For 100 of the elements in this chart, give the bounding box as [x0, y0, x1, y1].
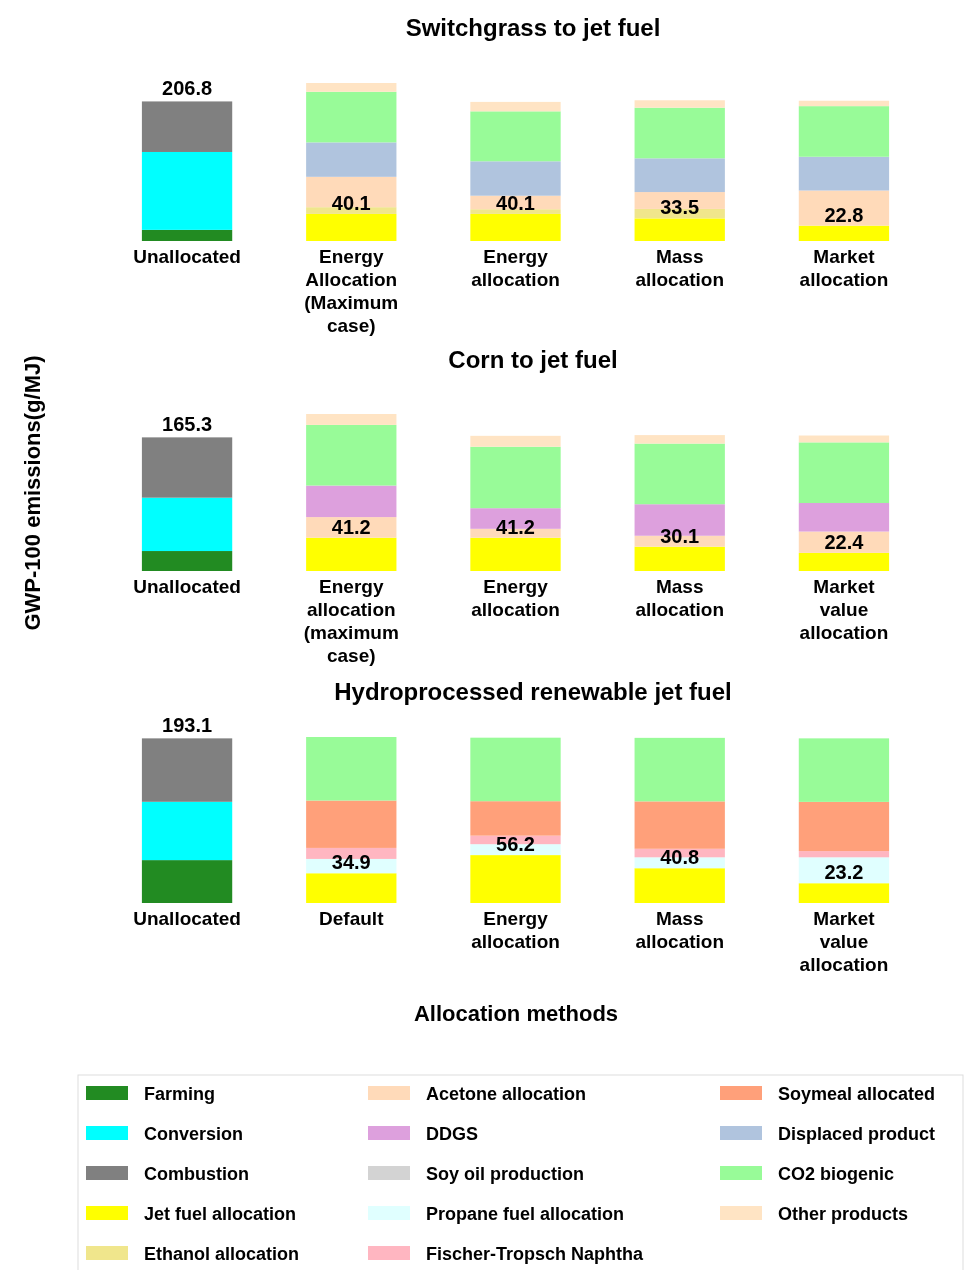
bar [634, 868, 725, 903]
bar [634, 435, 725, 444]
bar [306, 800, 397, 848]
legend-label: Ethanol allocation [144, 1244, 300, 1264]
bar [141, 860, 233, 903]
total-label: 206.8 [162, 77, 213, 100]
bar [470, 161, 561, 196]
data-label: 23.2 [824, 861, 864, 884]
bar [306, 91, 397, 143]
bar [798, 851, 890, 858]
y-axis-title: GWP-100 emissions(g/MJ) [20, 355, 45, 631]
bar [634, 546, 725, 571]
data-label: 56.2 [496, 833, 535, 856]
bar [634, 100, 725, 108]
legend-label: Other products [778, 1204, 909, 1224]
bar [470, 111, 561, 162]
bar [634, 218, 725, 241]
bar [141, 151, 233, 230]
x-tick-label: Energy allocation [471, 576, 560, 620]
bar [798, 106, 890, 157]
data-label: 22.8 [824, 203, 864, 226]
x-tick-label: Unallocated [133, 908, 241, 929]
x-tick-label: Market value allocation [799, 576, 889, 643]
bar [141, 497, 233, 552]
x-tick-label: Market value allocation [799, 908, 889, 975]
legend-label: CO2 biogenic [778, 1164, 895, 1184]
x-tick-label: Mass allocation [635, 246, 725, 290]
bar [306, 414, 397, 425]
x-tick-label: Energy allocation (maximum case) [303, 576, 399, 666]
total-label: 165.3 [162, 413, 213, 436]
data-label: 41.2 [331, 515, 371, 538]
bar [306, 873, 397, 903]
x-tick-label: Unallocated [133, 246, 241, 267]
bar [306, 213, 397, 241]
x-axis-title: Allocation methods [413, 1001, 619, 1026]
bar [141, 738, 233, 802]
bar [141, 551, 233, 571]
bar [470, 101, 561, 112]
bar [634, 737, 725, 802]
bar [798, 442, 890, 504]
x-tick-label: Energy allocation [471, 908, 560, 952]
data-label: 40.1 [496, 191, 535, 214]
bar [798, 801, 890, 852]
bar [306, 424, 397, 486]
x-tick-label: Market allocation [799, 246, 889, 290]
x-tick-label: Energy allocation [471, 246, 560, 290]
x-tick-label: Mass allocation [635, 908, 725, 952]
data-label: 30.1 [660, 524, 700, 547]
total-label: 193.1 [162, 714, 213, 737]
x-tick-label: Default [319, 908, 385, 929]
x-tick-label: Energy Allocation (Maximum case) [304, 246, 399, 336]
x-tick-label: Unallocated [133, 576, 241, 597]
legend-label: Soymeal allocated [778, 1084, 936, 1104]
bar [470, 855, 561, 903]
legend-label: Farming [144, 1084, 216, 1104]
bar [306, 537, 397, 571]
bar [634, 107, 725, 159]
bar [306, 176, 397, 208]
legend-label: Conversion [144, 1124, 244, 1144]
bar [306, 737, 397, 801]
legend-label: Acetone allocation [426, 1084, 587, 1104]
data-label: 41.2 [496, 515, 535, 538]
bar [470, 801, 561, 836]
legend-label: Displaced product [778, 1124, 936, 1144]
data-label: 33.5 [660, 196, 700, 219]
legend-label: Soy oil production [426, 1164, 584, 1184]
legend-label: DDGS [426, 1124, 479, 1144]
bar [306, 142, 397, 177]
bar [798, 503, 890, 532]
bar [141, 801, 233, 861]
legend-label: Fischer-Tropsch Naphtha [426, 1244, 645, 1264]
bar [798, 883, 890, 903]
bar [470, 737, 561, 802]
chart-title: Hydroprocessed renewable jet fuel [334, 678, 732, 705]
legend-label: Jet fuel allocation [144, 1204, 297, 1224]
chart-title: Corn to jet fuel [448, 346, 618, 373]
bar [470, 446, 561, 509]
bar [306, 485, 397, 518]
bar [470, 435, 561, 447]
bar [634, 158, 725, 193]
legend-label: Combustion [144, 1164, 249, 1184]
bar [470, 213, 561, 241]
x-tick-label: Mass allocation [635, 576, 725, 620]
bar [141, 229, 233, 241]
bar [798, 552, 890, 571]
data-label: 34.9 [331, 851, 371, 874]
bar [798, 738, 890, 802]
bar [798, 100, 890, 107]
bar [306, 83, 397, 92]
bar [634, 801, 725, 849]
data-label: 40.1 [331, 191, 371, 214]
legend-label: Propane fuel allocation [426, 1204, 625, 1224]
bar [634, 443, 725, 505]
bar [798, 225, 890, 241]
data-label: 22.4 [824, 530, 865, 553]
bar [470, 537, 561, 571]
bar [141, 101, 233, 152]
chart-title: Switchgrass to jet fuel [405, 14, 661, 41]
bar [798, 156, 890, 191]
data-label: 40.8 [660, 846, 700, 869]
